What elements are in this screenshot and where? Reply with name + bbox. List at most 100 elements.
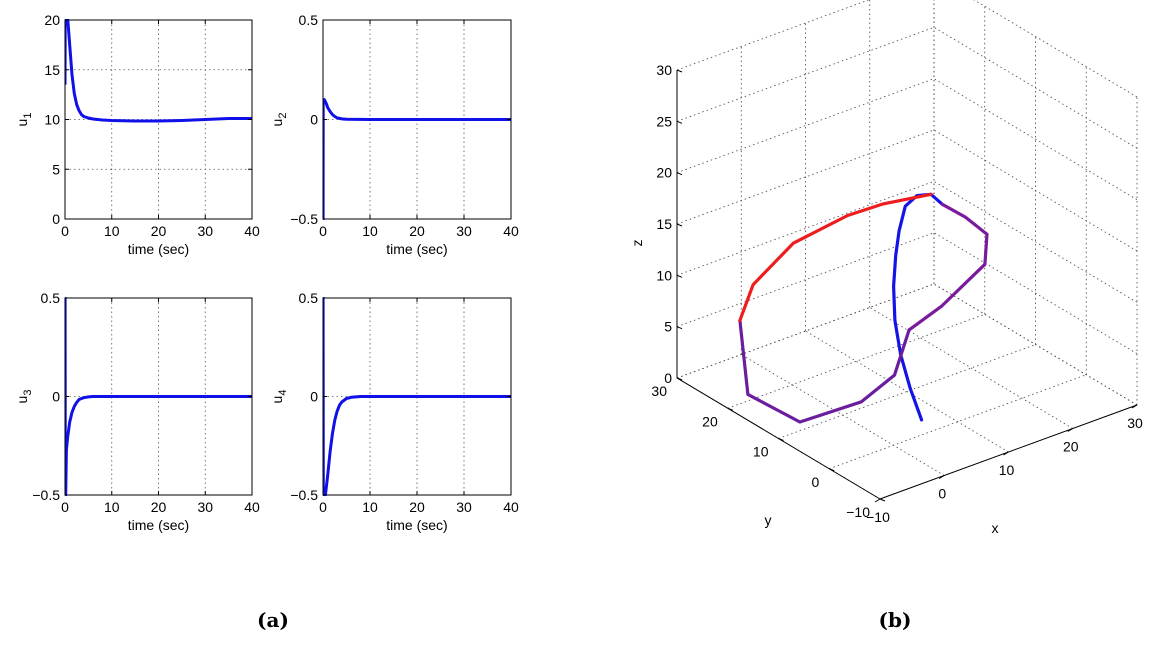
y-tick-label: −0.5 — [32, 487, 60, 503]
x-tick — [1003, 451, 1009, 456]
z-tick — [676, 69, 683, 73]
y-tick-label: 0 — [52, 211, 60, 227]
x-axis-label: time (sec) — [386, 517, 447, 533]
x-tick-label: 40 — [244, 223, 260, 239]
y-tick-label: 30 — [651, 383, 667, 399]
x-tick-label: 20 — [1063, 439, 1079, 455]
y-axis-label-3d: y — [765, 512, 772, 528]
y-tick — [879, 498, 886, 502]
x-tick-label: 40 — [503, 223, 519, 239]
grid-back-z — [676, 78, 935, 174]
z-tick — [676, 120, 683, 124]
grid-back-z — [676, 129, 935, 225]
x-tick-label: 20 — [409, 499, 425, 515]
z-tick-label: 25 — [656, 113, 672, 129]
trajectory-segment-4 — [738, 192, 933, 323]
z-axis-label-3d: z — [629, 240, 645, 247]
grid-side-z — [933, 26, 1138, 149]
y-tick-label: 5 — [52, 161, 60, 177]
y-tick — [829, 468, 835, 472]
y-tick-label: −0.5 — [290, 487, 318, 503]
x-tick-label: 40 — [244, 499, 260, 515]
z-tick — [676, 223, 683, 227]
y-tick — [727, 407, 733, 411]
x-tick-label: 20 — [409, 223, 425, 239]
x-tick-label: 30 — [197, 223, 213, 239]
z-tick — [676, 326, 683, 330]
y-tick-label: −0.5 — [290, 211, 318, 227]
x-tick-label: 30 — [197, 499, 213, 515]
grid-floor-x — [805, 330, 1009, 453]
x-tick-label: 0 — [938, 486, 946, 502]
x-tick-label: 10 — [362, 223, 378, 239]
z-tick-label: 0 — [664, 370, 672, 386]
y-tick-label: 0 — [811, 474, 819, 490]
grid-back-z — [676, 180, 935, 276]
y-tick-label: 10 — [44, 112, 60, 128]
y-axis-label: u1 — [14, 113, 34, 127]
x-tick-label: 10 — [104, 499, 120, 515]
series-line-u1 — [65, 19, 252, 123]
x-tick-label: 0 — [61, 223, 69, 239]
x-tick-label: 0 — [61, 499, 69, 515]
y-tick-label: 0.5 — [299, 290, 319, 306]
x-tick-label: 30 — [456, 223, 472, 239]
grid-back-z — [676, 0, 870, 71]
x-tick-label: 20 — [151, 223, 167, 239]
z-tick-label: 5 — [664, 319, 672, 335]
grid-back-z — [676, 232, 935, 328]
trajectory-segment-3 — [738, 318, 911, 424]
grid-side-z — [933, 232, 1138, 355]
x-axis-label: time (sec) — [128, 517, 189, 533]
x-tick-label: 0 — [319, 499, 327, 515]
x-tick — [874, 498, 881, 503]
x-tick-label: 30 — [1127, 415, 1143, 431]
x-tick-label: 20 — [151, 499, 167, 515]
grid-back-z — [676, 283, 935, 379]
z-tick — [676, 377, 683, 381]
caption-b: (b) — [879, 608, 912, 632]
y-tick-label: 0 — [310, 112, 318, 128]
control-input-panels: 0 10 20 30 40 0 5 10 15 20 time (sec) u1 0 10 20 30 40 −0… — [14, 12, 519, 533]
grid-side-z — [933, 283, 1138, 406]
z-tick-label: 20 — [656, 165, 672, 181]
y-axis-label: u3 — [14, 390, 34, 404]
y-tick — [778, 438, 784, 441]
x-axis-label: time (sec) — [386, 241, 447, 257]
subplot-u1: 0 10 20 30 40 0 5 10 15 20 time (sec) u1 — [14, 12, 260, 257]
y-tick-label: 0 — [52, 389, 60, 405]
x-tick-label: 30 — [456, 499, 472, 515]
grid-side-z — [933, 180, 1138, 303]
grid-floor-y — [778, 344, 1036, 439]
y-tick-label: 0 — [310, 389, 318, 405]
grid-side-z — [933, 129, 1138, 252]
z-tick-label: 30 — [656, 62, 672, 78]
y-tick-label: 0.5 — [41, 290, 61, 306]
grid-floor-x — [869, 307, 1073, 429]
y-axis-label: u2 — [269, 113, 289, 127]
grid-back-z — [676, 26, 935, 122]
y-tick-label: 20 — [702, 413, 718, 429]
grid-floor-y — [727, 313, 985, 409]
series-line-u2 — [323, 98, 511, 220]
x-tick-label: 10 — [999, 462, 1015, 478]
x-tick-label: 40 — [503, 499, 519, 515]
y-tick-label: 10 — [753, 444, 769, 460]
y-axis-label: u4 — [269, 390, 289, 404]
z-tick-label: 10 — [656, 267, 672, 283]
y-tick-label: 0.5 — [299, 12, 319, 28]
trajectory-segment-1 — [891, 192, 944, 422]
x-tick-label: 10 — [104, 223, 120, 239]
grid-floor-y — [829, 374, 1087, 470]
y-tick-label: 20 — [44, 12, 60, 28]
x-tick — [938, 475, 945, 479]
y-tick-label: −10 — [846, 504, 870, 520]
x-tick-label: 0 — [319, 223, 327, 239]
x-tick-label: −10 — [866, 509, 890, 525]
x-tick — [1131, 404, 1138, 409]
z-tick — [676, 274, 683, 278]
